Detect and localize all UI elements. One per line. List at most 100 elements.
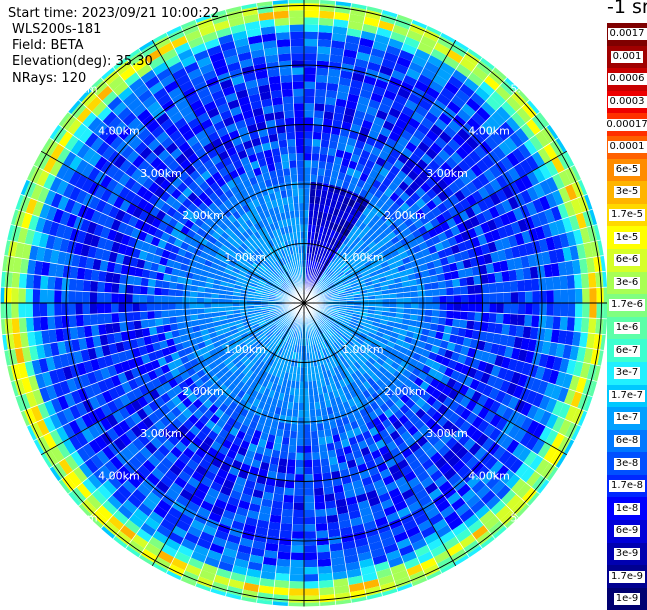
beta-gate (589, 303, 597, 318)
beta-gate (298, 410, 304, 417)
beta-gate (560, 316, 568, 330)
beta-gate (325, 500, 336, 508)
beta-gate (304, 396, 309, 403)
beta-gate (68, 303, 75, 315)
beta-gate (588, 272, 596, 288)
beta-gate (461, 303, 468, 312)
beta-gate (197, 303, 204, 309)
beta-gate (568, 289, 576, 303)
beta-gate (154, 287, 162, 295)
beta-gate (97, 281, 105, 292)
beta-gate (382, 303, 389, 307)
beta-gate (288, 595, 304, 603)
beta-gate (304, 453, 312, 460)
beta-gate (320, 147, 329, 155)
beta-gate (304, 581, 319, 589)
beta-gate (503, 281, 511, 292)
beta-gate (432, 296, 439, 303)
beta-gate (489, 303, 496, 313)
beta-gate (314, 488, 324, 496)
beta-gate (390, 298, 397, 303)
beta-gate (304, 574, 319, 582)
beta-gate (397, 298, 404, 303)
beta-gate (454, 295, 461, 303)
beta-gate (319, 580, 334, 588)
beta-gate (283, 495, 294, 503)
beta-gate (278, 544, 291, 552)
beta-gate (26, 288, 34, 303)
beta-gate (277, 465, 287, 473)
beta-gate (176, 290, 184, 297)
beta-gate (561, 303, 568, 317)
beta-gate (273, 587, 289, 595)
beta-gate (304, 103, 314, 110)
beta-gate (312, 146, 321, 154)
beta-gate (313, 481, 323, 489)
beta-gate (76, 291, 83, 303)
beta-gate (531, 315, 539, 328)
beta-gate (315, 509, 327, 517)
beta-gate (466, 320, 474, 330)
beta-gate (211, 303, 218, 308)
beta-gate (518, 303, 525, 315)
beta-gate (183, 309, 191, 316)
beta-gate (304, 553, 317, 560)
beta-gate (314, 96, 325, 104)
beta-gate (104, 313, 112, 324)
beta-gate (119, 284, 127, 294)
beta-gate (304, 96, 315, 103)
beta-gate (596, 287, 604, 303)
beta-gate (147, 295, 154, 303)
beta-gate (26, 274, 34, 289)
beta-gate (468, 294, 475, 303)
beta-gate (589, 288, 597, 303)
beta-gate (304, 510, 315, 517)
beta-gate (504, 292, 511, 303)
beta-gate (503, 313, 511, 324)
beta-gate (147, 287, 155, 296)
beta-gate (26, 303, 34, 318)
beta-gate (76, 315, 84, 327)
beta-gate (319, 4, 335, 12)
beta-gate (475, 303, 482, 312)
beta-gate (466, 276, 474, 286)
beta-gate (299, 396, 304, 403)
beta-gate (304, 417, 310, 424)
beta-gate (280, 523, 292, 531)
beta-gate (312, 452, 321, 460)
beta-gate (33, 275, 41, 290)
beta-gate (313, 132, 322, 140)
beta-gate (98, 324, 106, 335)
beta-gate (126, 294, 133, 303)
beta-gate (83, 291, 90, 303)
beta-gate (509, 269, 518, 281)
beta-gate (1, 287, 5, 303)
beta-gate (204, 298, 211, 303)
beta-gate (11, 303, 19, 318)
beta-gate (518, 291, 525, 303)
beta-gate (315, 89, 327, 97)
beta-gate (314, 103, 325, 111)
beta-gate (304, 460, 313, 467)
beta-gate (452, 319, 460, 328)
beta-gate (316, 537, 329, 545)
beta-gate (482, 312, 490, 322)
beta-gate (97, 313, 105, 324)
beta-gate (33, 303, 41, 317)
beta-gate (296, 446, 304, 453)
beta-gate (314, 110, 324, 118)
beta-gate (581, 273, 589, 288)
beta-gate (134, 276, 142, 286)
beta-gate (68, 291, 75, 303)
beta-gate (418, 309, 426, 316)
beta-gate (47, 290, 54, 303)
beta-gate (304, 517, 316, 524)
beta-gate (313, 473, 323, 481)
beta-gate (588, 318, 596, 334)
beta-gate (282, 509, 294, 517)
beta-gate (310, 424, 317, 432)
beta-gate (320, 451, 329, 459)
beta-gate (315, 82, 327, 90)
beta-gate (467, 312, 475, 321)
beta-gate (288, 452, 297, 460)
